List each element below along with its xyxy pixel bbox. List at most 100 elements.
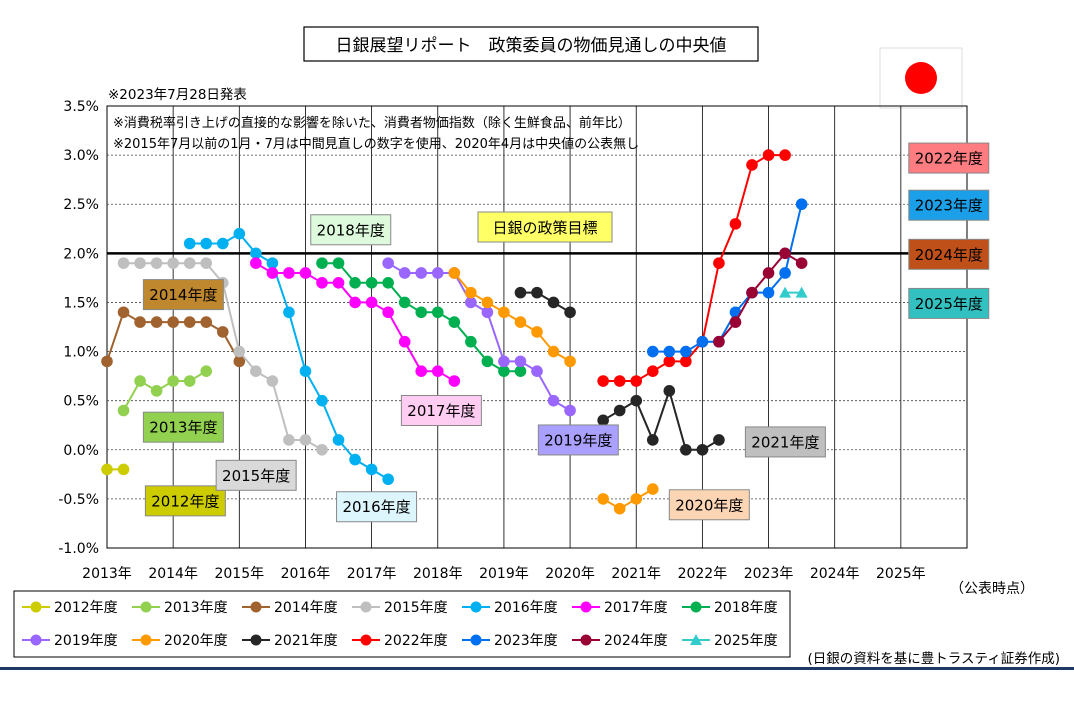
data-point — [250, 365, 262, 377]
data-point — [697, 336, 709, 348]
data-point — [432, 365, 444, 377]
series-label-2024年度: 2024年度 — [909, 239, 989, 269]
y-axis-ticks: 3.5% 3.0% 2.5% 2.0% 1.5% 1.0% 0.5% 0.0% -0.5% -1.… — [58, 99, 99, 557]
series-label-2015年度: 2015年度 — [216, 460, 296, 490]
data-point — [482, 356, 494, 368]
data-point — [779, 267, 791, 279]
x-tick-label: 2018年 — [413, 566, 463, 582]
data-point — [134, 257, 146, 269]
legend-label: 2012年度 — [54, 600, 118, 616]
data-point — [267, 267, 279, 279]
legend-label: 2025年度 — [714, 633, 778, 649]
y-tick-label: 3.0% — [63, 148, 99, 164]
series-label-2012年度: 2012年度 — [145, 486, 225, 516]
series-line — [603, 391, 719, 450]
data-point — [498, 306, 510, 318]
data-point — [515, 356, 527, 368]
series-label-text: 2024年度 — [915, 246, 983, 264]
data-point — [101, 464, 113, 476]
data-point — [680, 444, 692, 456]
legend-marker — [581, 602, 592, 613]
data-point — [267, 375, 279, 387]
legend-marker — [361, 602, 372, 613]
data-point — [713, 434, 725, 446]
data-point — [548, 395, 560, 407]
data-point — [366, 277, 378, 289]
note-line-2: ※2015年7月以前の1月・7月は中間見直しの数字を使用、2020年4月は中央値… — [113, 136, 639, 152]
legend-label: 2015年度 — [384, 600, 448, 616]
data-point — [250, 257, 262, 269]
bottom-rule — [0, 667, 1074, 670]
data-point — [564, 356, 576, 368]
series-label-2014年度: 2014年度 — [143, 280, 223, 310]
series-label-text: 2012年度 — [151, 492, 219, 510]
data-point — [630, 395, 642, 407]
data-point — [217, 326, 229, 338]
series-2016年度 — [184, 228, 394, 485]
source-note: (日銀の資料を基に豊トラスティ証券作成) — [808, 650, 1060, 667]
data-point — [118, 306, 130, 318]
y-tick-label: 1.0% — [63, 345, 99, 361]
data-point — [184, 238, 196, 250]
data-point — [664, 385, 676, 397]
data-point — [614, 375, 626, 387]
x-tick-label: 2020年 — [545, 566, 595, 582]
data-point — [548, 297, 560, 309]
data-point — [415, 267, 427, 279]
series-2025年度 — [779, 287, 808, 298]
data-point — [647, 434, 659, 446]
series-label-text: 2020年度 — [675, 496, 743, 514]
x-axis-ticks: 2013年 2014年 2015年 2016年 2017年 2018年 2019年 2020年… — [82, 566, 925, 582]
data-point — [597, 415, 609, 427]
data-point — [283, 267, 295, 279]
series-label-text: 2013年度 — [149, 419, 217, 437]
x-tick-label: 2019年 — [479, 566, 529, 582]
series-2024年度 — [713, 248, 807, 348]
data-point — [432, 306, 444, 318]
data-point — [300, 434, 312, 446]
data-point — [449, 375, 461, 387]
y-tick-label: 3.5% — [63, 99, 99, 115]
data-point — [167, 257, 179, 269]
data-point — [333, 257, 345, 269]
x-tick-label: 2017年 — [347, 566, 397, 582]
data-point — [531, 365, 543, 377]
data-point — [597, 375, 609, 387]
data-point — [664, 346, 676, 358]
series-2013年度 — [118, 365, 212, 416]
y-tick-label: 0.0% — [63, 443, 99, 459]
data-point — [382, 473, 394, 485]
x-tick-label: 2013年 — [82, 566, 132, 582]
data-point — [796, 198, 808, 210]
data-point — [449, 316, 461, 328]
data-point — [349, 297, 361, 309]
data-point — [763, 267, 775, 279]
series-label-text: 2017年度 — [407, 402, 475, 420]
data-point — [531, 326, 543, 338]
data-point — [316, 277, 328, 289]
data-point — [630, 375, 642, 387]
legend-marker — [691, 602, 702, 613]
data-point — [200, 238, 212, 250]
data-point — [415, 306, 427, 318]
data-point — [382, 257, 394, 269]
series-label-2016年度: 2016年度 — [337, 492, 417, 522]
legend-label: 2013年度 — [164, 600, 228, 616]
data-point — [366, 464, 378, 476]
data-point — [134, 375, 146, 387]
legend-label: 2020年度 — [164, 633, 228, 649]
data-point — [118, 257, 130, 269]
series-label-2018年度: 2018年度 — [311, 215, 391, 245]
data-point — [316, 395, 328, 407]
legend-marker — [141, 602, 152, 613]
series-label-text: 2016年度 — [342, 498, 410, 516]
x-tick-label: 2025年 — [876, 566, 926, 582]
data-point — [300, 365, 312, 377]
series-label-text: 2015年度 — [222, 467, 290, 485]
legend-marker — [251, 635, 262, 646]
legend-label: 2018年度 — [714, 600, 778, 616]
data-point — [697, 444, 709, 456]
data-point — [713, 336, 725, 348]
series-line — [388, 263, 570, 410]
series-2012年度 — [101, 464, 129, 476]
